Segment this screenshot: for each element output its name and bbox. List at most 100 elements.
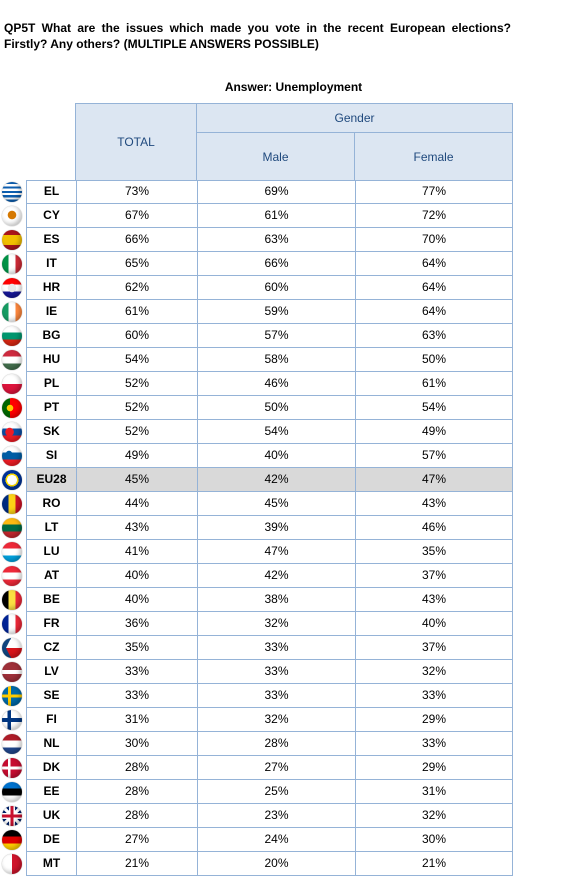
- country-cell: LU: [26, 540, 76, 564]
- slovakia-flag-icon: [2, 422, 22, 442]
- table-row: HU 54% 58% 50%: [0, 348, 513, 372]
- estonia-flag-icon: [2, 782, 22, 802]
- malta-flag-icon: [2, 854, 22, 874]
- france-flag-icon: [2, 614, 22, 634]
- country-cell: NL: [26, 732, 76, 756]
- table-row: IT 65% 66% 64%: [0, 252, 513, 276]
- country-cell: ES: [26, 228, 76, 252]
- total-cell: 52%: [76, 372, 197, 396]
- table-row: SK 52% 54% 49%: [0, 420, 513, 444]
- belgium-flag-icon: [2, 590, 22, 610]
- spain-flag-icon: [2, 230, 22, 250]
- male-cell: 20%: [197, 852, 355, 876]
- country-cell: UK: [26, 804, 76, 828]
- table-row-eu-average: EU28 45% 42% 47%: [0, 468, 513, 492]
- male-cell: 57%: [197, 324, 355, 348]
- table-row: CZ 35% 33% 37%: [0, 636, 513, 660]
- total-cell: 33%: [76, 660, 197, 684]
- total-cell: 54%: [76, 348, 197, 372]
- portugal-flag-icon: [2, 398, 22, 418]
- country-cell: SI: [26, 444, 76, 468]
- country-cell: FI: [26, 708, 76, 732]
- cyprus-flag-icon: [2, 206, 22, 226]
- table-row: SI 49% 40% 57%: [0, 444, 513, 468]
- table-row: PT 52% 50% 54%: [0, 396, 513, 420]
- female-cell: 37%: [355, 636, 513, 660]
- total-cell: 30%: [76, 732, 197, 756]
- female-cell: 50%: [355, 348, 513, 372]
- country-cell: DK: [26, 756, 76, 780]
- total-cell: 40%: [76, 588, 197, 612]
- header-male-label: Male: [262, 149, 289, 164]
- female-cell: 33%: [355, 732, 513, 756]
- header-gender-label: Gender: [334, 111, 375, 125]
- total-cell: 35%: [76, 636, 197, 660]
- female-cell: 30%: [355, 828, 513, 852]
- female-cell: 35%: [355, 540, 513, 564]
- greece-flag-icon: [2, 182, 22, 202]
- germany-flag-icon: [2, 830, 22, 850]
- table-row: FI 31% 32% 29%: [0, 708, 513, 732]
- sweden-flag-icon: [2, 686, 22, 706]
- total-cell: 36%: [76, 612, 197, 636]
- total-cell: 28%: [76, 780, 197, 804]
- male-cell: 61%: [197, 204, 355, 228]
- female-cell: 40%: [355, 612, 513, 636]
- total-cell: 67%: [76, 204, 197, 228]
- poland-flag-icon: [2, 374, 22, 394]
- luxembourg-flag-icon: [2, 542, 22, 562]
- header-female-label: Female: [413, 149, 454, 164]
- table-row: LU 41% 47% 35%: [0, 540, 513, 564]
- country-cell: HR: [26, 276, 76, 300]
- country-cell: MT: [26, 852, 76, 876]
- total-cell: 21%: [76, 852, 197, 876]
- male-cell: 46%: [197, 372, 355, 396]
- female-cell: 29%: [355, 708, 513, 732]
- table-row: BE 40% 38% 43%: [0, 588, 513, 612]
- male-cell: 39%: [197, 516, 355, 540]
- table-row: AT 40% 42% 37%: [0, 564, 513, 588]
- male-cell: 32%: [197, 708, 355, 732]
- country-cell: LV: [26, 660, 76, 684]
- total-cell: 41%: [76, 540, 197, 564]
- question-text: QP5T What are the issues which made you …: [4, 21, 511, 51]
- total-cell: 45%: [76, 468, 197, 492]
- eu-flag-icon: [2, 470, 22, 490]
- table-row: LT 43% 39% 46%: [0, 516, 513, 540]
- country-cell: CY: [26, 204, 76, 228]
- country-cell: SE: [26, 684, 76, 708]
- total-cell: 60%: [76, 324, 197, 348]
- country-cell: CZ: [26, 636, 76, 660]
- male-cell: 54%: [197, 420, 355, 444]
- total-cell: 52%: [76, 420, 197, 444]
- ireland-flag-icon: [2, 302, 22, 322]
- total-cell: 31%: [76, 708, 197, 732]
- male-cell: 47%: [197, 540, 355, 564]
- male-cell: 45%: [197, 492, 355, 516]
- table-row: HR 62% 60% 64%: [0, 276, 513, 300]
- male-cell: 32%: [197, 612, 355, 636]
- female-cell: 31%: [355, 780, 513, 804]
- country-cell: PL: [26, 372, 76, 396]
- female-cell: 37%: [355, 564, 513, 588]
- total-cell: 73%: [76, 180, 197, 204]
- table-row: FR 36% 32% 40%: [0, 612, 513, 636]
- table-row: UK 28% 23% 32%: [0, 804, 513, 828]
- table-row: DK 28% 27% 29%: [0, 756, 513, 780]
- male-cell: 28%: [197, 732, 355, 756]
- female-cell: 46%: [355, 516, 513, 540]
- total-cell: 43%: [76, 516, 197, 540]
- answer-label: Answer: Unemployment: [224, 80, 363, 94]
- header-female: Female: [354, 132, 513, 181]
- czechia-flag-icon: [2, 638, 22, 658]
- male-cell: 42%: [197, 564, 355, 588]
- female-cell: 47%: [355, 468, 513, 492]
- total-cell: 27%: [76, 828, 197, 852]
- table-row: SE 33% 33% 33%: [0, 684, 513, 708]
- male-cell: 63%: [197, 228, 355, 252]
- female-cell: 61%: [355, 372, 513, 396]
- table-row: PL 52% 46% 61%: [0, 372, 513, 396]
- male-cell: 50%: [197, 396, 355, 420]
- female-cell: 64%: [355, 252, 513, 276]
- female-cell: 63%: [355, 324, 513, 348]
